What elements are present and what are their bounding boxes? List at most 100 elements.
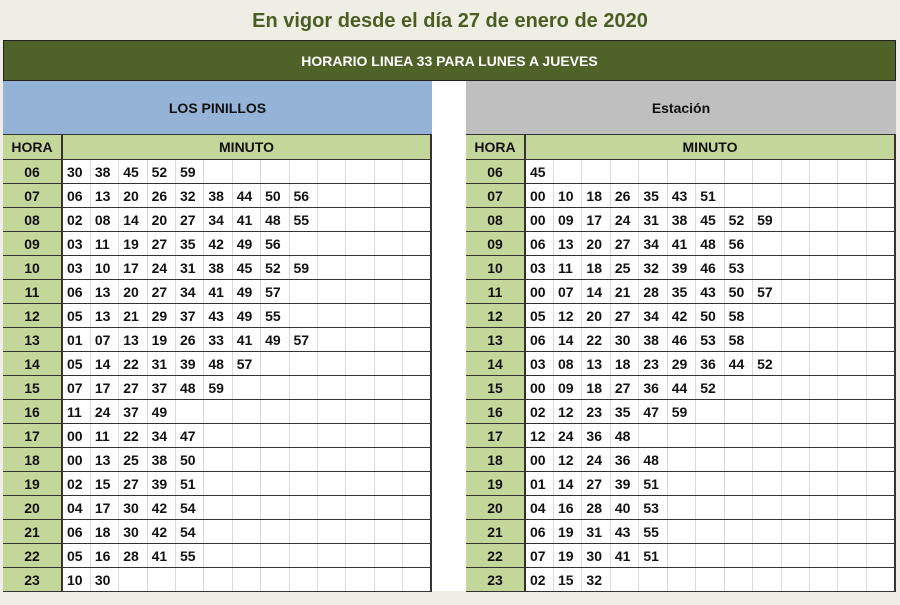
stop-header: Estación	[466, 81, 896, 135]
minute-cell	[345, 375, 375, 400]
minute-cell	[837, 543, 867, 568]
table-row: 13 01 07 13 19 26 33 41 49 57	[3, 327, 431, 352]
minute-cell: 00	[525, 279, 554, 304]
minute-cell: 37	[118, 399, 148, 424]
minute-cell: 30	[581, 543, 611, 568]
hour-cell: 12	[466, 303, 526, 328]
minute-cell	[809, 375, 839, 400]
minute-cell	[317, 567, 347, 592]
minute-cell: 45	[118, 159, 148, 184]
minute-cell: 50	[695, 303, 725, 328]
table-row: 10 03 11 18 25 32 39 46 53	[466, 255, 895, 280]
minute-cell: 05	[62, 303, 91, 328]
hora-column-header: HORA	[3, 135, 63, 160]
table-row: 14 05 14 22 31 39 48 57	[3, 351, 431, 376]
minute-cell: 20	[118, 183, 148, 208]
hour-cell: 14	[466, 351, 526, 376]
minute-cell	[317, 255, 347, 280]
minute-cell	[232, 447, 262, 472]
minute-cell	[317, 423, 347, 448]
minute-cell	[837, 567, 867, 592]
minute-cell: 38	[147, 447, 177, 472]
minute-cell	[317, 303, 347, 328]
minute-cell	[781, 183, 811, 208]
minute-cell	[260, 495, 290, 520]
minute-cell: 10	[62, 567, 91, 592]
minute-cell: 34	[147, 423, 177, 448]
minute-cell	[289, 303, 318, 328]
minute-cell: 26	[147, 183, 177, 208]
minute-cell	[781, 303, 811, 328]
minute-cell: 12	[553, 303, 583, 328]
minute-cell	[752, 303, 782, 328]
minute-cell	[781, 471, 811, 496]
minute-cell: 58	[724, 327, 754, 352]
hour-cell: 13	[3, 327, 63, 352]
hour-cell: 16	[466, 399, 526, 424]
minute-cell	[317, 375, 347, 400]
hour-cell: 22	[466, 543, 526, 568]
table-row: 19 01 14 27 39 51	[466, 471, 895, 496]
minute-cell	[866, 231, 895, 256]
minute-cell	[809, 543, 839, 568]
minute-cell	[374, 495, 404, 520]
minute-cell: 04	[62, 495, 91, 520]
minute-cell	[610, 159, 640, 184]
minute-cell: 27	[610, 303, 640, 328]
hour-cell: 09	[3, 231, 63, 256]
minute-cell: 26	[610, 183, 640, 208]
minute-cell: 35	[638, 183, 668, 208]
minute-cell: 06	[525, 231, 554, 256]
minute-cell	[289, 279, 318, 304]
minute-cell	[203, 495, 233, 520]
minute-cell	[232, 471, 262, 496]
minute-cell	[866, 351, 895, 376]
minute-cell: 00	[525, 207, 554, 232]
minute-cell: 24	[610, 207, 640, 232]
minute-cell: 13	[553, 231, 583, 256]
minute-cell: 52	[724, 207, 754, 232]
minute-cell	[345, 231, 375, 256]
minute-cell: 06	[525, 327, 554, 352]
minute-cell: 27	[175, 207, 205, 232]
minute-cell: 48	[695, 231, 725, 256]
minute-cell	[260, 375, 290, 400]
hour-cell: 20	[466, 495, 526, 520]
minute-cell: 53	[638, 495, 668, 520]
hour-cell: 19	[466, 471, 526, 496]
minute-cell	[260, 159, 290, 184]
minute-cell: 48	[638, 447, 668, 472]
hour-cell: 10	[3, 255, 63, 280]
minute-cell	[402, 207, 431, 232]
minute-cell: 12	[553, 399, 583, 424]
minute-cell: 16	[553, 495, 583, 520]
minute-cell: 07	[553, 279, 583, 304]
minute-cell	[147, 567, 177, 592]
minute-cell: 31	[175, 255, 205, 280]
minute-cell	[260, 519, 290, 544]
minute-cell	[837, 303, 867, 328]
table-row: 23 10 30	[3, 567, 431, 592]
minute-cell	[345, 255, 375, 280]
hour-cell: 09	[466, 231, 526, 256]
minute-cell: 46	[667, 327, 697, 352]
minute-cell: 42	[147, 519, 177, 544]
minute-cell	[809, 447, 839, 472]
hour-cell: 17	[3, 423, 63, 448]
table-row: 06 30 38 45 52 59	[3, 159, 431, 184]
minute-cell	[809, 279, 839, 304]
minute-cell: 27	[118, 471, 148, 496]
minute-cell: 27	[610, 375, 640, 400]
minute-cell	[837, 327, 867, 352]
minute-cell: 47	[638, 399, 668, 424]
minute-cell: 05	[62, 543, 91, 568]
minute-cell	[837, 447, 867, 472]
minute-cell: 30	[118, 495, 148, 520]
minute-cell	[809, 495, 839, 520]
minute-cell: 52	[147, 159, 177, 184]
minute-cell: 30	[62, 159, 91, 184]
minute-cell	[809, 471, 839, 496]
minute-cell: 26	[175, 327, 205, 352]
minute-cell	[837, 399, 867, 424]
minute-cell: 18	[90, 519, 120, 544]
